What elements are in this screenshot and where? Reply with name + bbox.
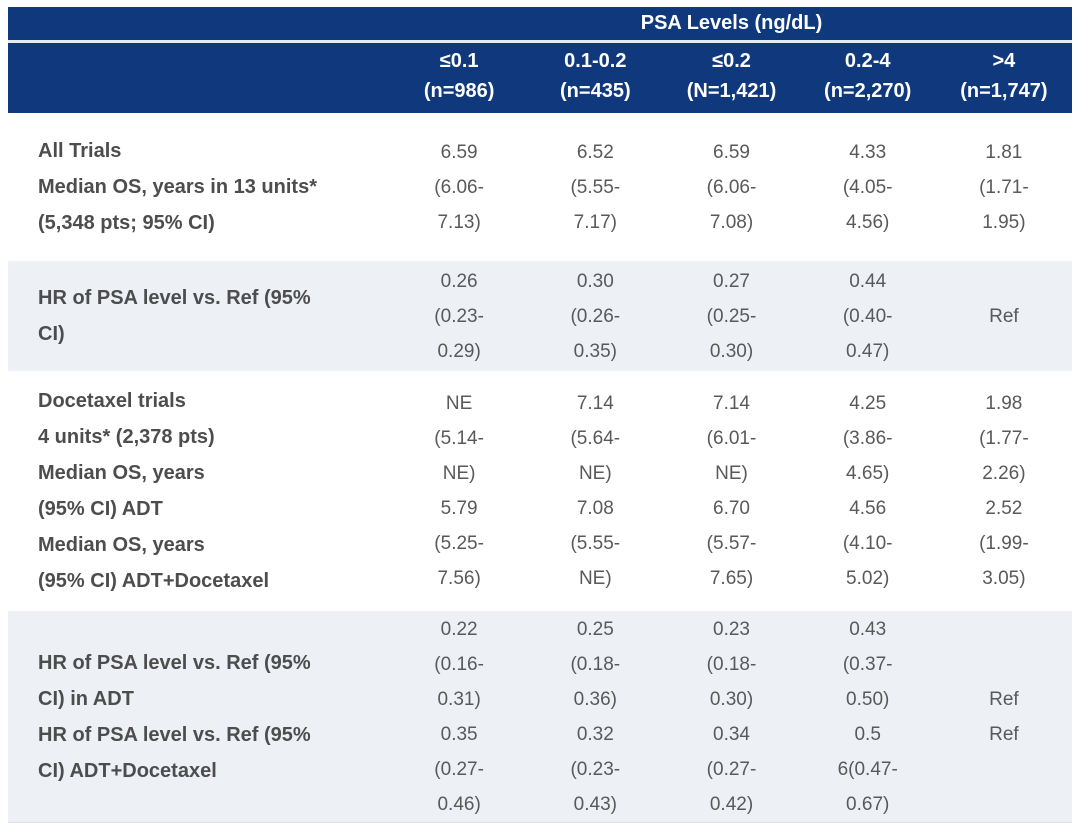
column-header-01-02: 0.1-0.2 (n=435) xyxy=(527,41,664,113)
data-cell: 0.26 (0.23- 0.29) xyxy=(391,261,528,371)
column-header-le01: ≤0.1 (n=986) xyxy=(391,41,528,113)
data-cell: 7.14 (5.64- NE) 7.08 (5.55- NE) xyxy=(570,393,621,589)
data-cell: 6.59 (6.06- 7.08) xyxy=(706,141,757,233)
header-empty-cell xyxy=(8,7,392,43)
data-cell: 1.81 (1.71- 1.95) xyxy=(979,141,1029,233)
data-cell: 4.25 (3.86- 4.65) 4.56 (4.10- 5.02) xyxy=(842,393,893,589)
header-empty-cell xyxy=(8,41,392,113)
row-label: Docetaxel trials 4 units* (2,378 pts) Me… xyxy=(38,390,269,592)
column-n: (n=1,747) xyxy=(960,80,1048,102)
data-cell: 0.25 (0.18- 0.36) 0.32 (0.23- 0.43) xyxy=(527,611,664,823)
row-label: HR of PSA level vs. Ref (95% CI) in ADT … xyxy=(8,611,392,823)
data-cell: 0.30 (0.26- 0.35) xyxy=(527,261,664,371)
table-row-all-trials-os: All Trials Median OS, years in 13 units*… xyxy=(8,113,1072,261)
data-cell: 0.44 (0.40- 0.47) xyxy=(799,261,936,371)
column-range: >4 xyxy=(992,50,1016,72)
column-range: 0.1-0.2 xyxy=(564,50,627,72)
table-row-all-trials-hr: HR of PSA level vs. Ref (95% CI) 0.26 (0… xyxy=(8,261,1072,371)
header-group-row: PSA Levels (ng/dL) xyxy=(8,7,1072,43)
data-cell: 1.98 (1.77- 2.26) 2.52 (1.99- 3.05) xyxy=(979,393,1029,589)
data-cell: Ref xyxy=(935,261,1072,371)
data-cell: 7.14 (6.01- NE) 6.70 (5.57- 7.65) xyxy=(706,393,757,589)
column-range: 0.2-4 xyxy=(844,50,891,72)
data-cell: NE (5.14- NE) 5.79 (5.25- 7.56) xyxy=(434,393,484,589)
column-n: (n=2,270) xyxy=(824,80,912,102)
data-cell: Ref Ref xyxy=(935,611,1072,823)
column-n: (n=986) xyxy=(423,80,495,102)
data-cell: 6.59 (6.06- 7.13) xyxy=(434,141,484,233)
column-range: ≤0.2 xyxy=(712,50,751,72)
column-n: (n=435) xyxy=(560,80,631,102)
psa-levels-table: PSA Levels (ng/dL) ≤0.1 (n=986) 0.1-0.2 … xyxy=(8,7,1072,823)
table-row-docetaxel-hr: HR of PSA level vs. Ref (95% CI) in ADT … xyxy=(8,611,1072,823)
column-header-02-4: 0.2-4 (n=2,270) xyxy=(799,41,936,113)
column-n: (N=1,421) xyxy=(686,80,777,102)
row-label: HR of PSA level vs. Ref (95% CI) xyxy=(8,261,392,371)
data-cell: 0.22 (0.16- 0.31) 0.35 (0.27- 0.46) xyxy=(391,611,528,823)
column-header-le02: ≤0.2 (N=1,421) xyxy=(663,41,800,113)
data-cell: 4.33 (4.05- 4.56) xyxy=(842,141,893,233)
table-group-title: PSA Levels (ng/dL) xyxy=(391,7,1072,43)
column-range: ≤0.1 xyxy=(439,50,479,72)
data-cell: 0.27 (0.25- 0.30) xyxy=(663,261,800,371)
row-label: All Trials Median OS, years in 13 units*… xyxy=(38,140,317,234)
data-cell: 6.52 (5.55- 7.17) xyxy=(570,141,621,233)
data-cell: 0.43 (0.37- 0.50) 0.5 6(0.47- 0.67) xyxy=(799,611,936,823)
table-row-docetaxel-os: Docetaxel trials 4 units* (2,378 pts) Me… xyxy=(8,371,1072,611)
header-columns-row: ≤0.1 (n=986) 0.1-0.2 (n=435) ≤0.2 (N=1,4… xyxy=(8,41,1072,113)
column-header-gt4: >4 (n=1,747) xyxy=(935,41,1072,113)
data-cell: 0.23 (0.18- 0.30) 0.34 (0.27- 0.42) xyxy=(663,611,800,823)
